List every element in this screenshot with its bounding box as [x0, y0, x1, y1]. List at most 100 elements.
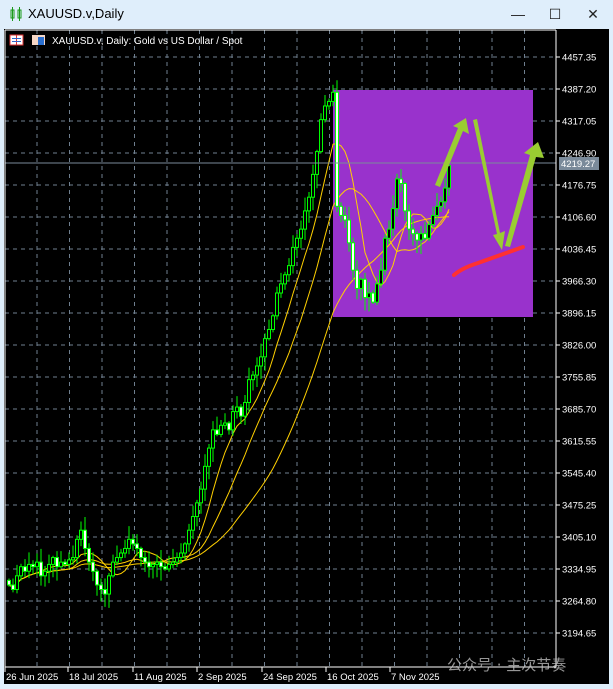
candle-body: [287, 265, 291, 276]
candle: [291, 235, 295, 274]
candle: [387, 220, 391, 245]
candle-body: [115, 557, 119, 563]
candle-body: [91, 561, 95, 572]
candle: [347, 206, 351, 252]
candle: [63, 559, 67, 568]
arrow-up-icon: [505, 142, 544, 247]
candle-body: [59, 561, 63, 568]
candle: [203, 454, 207, 502]
candle-body: [247, 379, 251, 403]
candle-body: [411, 228, 415, 235]
candle: [407, 204, 411, 240]
candle-body: [203, 465, 207, 490]
candle-body: [371, 292, 375, 303]
price-tick-label: 3826.00: [562, 341, 596, 352]
candle: [343, 206, 347, 228]
candle: [67, 552, 71, 569]
maximize-button[interactable]: ☐: [548, 6, 562, 22]
candle-body: [159, 561, 163, 568]
candle-body: [227, 422, 231, 431]
candle: [123, 539, 127, 558]
moving-average-line: [8, 216, 450, 588]
candle-body: [359, 278, 363, 289]
candle-body: [79, 529, 83, 540]
minimize-button[interactable]: —: [511, 6, 525, 22]
candle: [319, 113, 323, 154]
candle: [19, 563, 23, 581]
arrow-down-icon: [473, 119, 505, 250]
candle: [399, 169, 403, 193]
annotation-trend-line: [452, 245, 525, 277]
chart-header: XAUUSD.v, Daily: Gold vs US Dollar / Spo…: [9, 34, 243, 47]
price-tick-label: 3966.30: [562, 277, 596, 288]
candle: [147, 551, 151, 578]
candle: [119, 548, 123, 562]
candle-body: [19, 566, 23, 577]
price-tick-label: 3755.85: [562, 373, 596, 384]
candle: [427, 220, 431, 242]
candle: [431, 206, 435, 229]
candle: [419, 226, 423, 254]
candle: [107, 572, 111, 608]
candle: [339, 202, 343, 223]
candle: [231, 405, 235, 436]
candle-body: [7, 579, 11, 586]
candle-body: [67, 559, 71, 565]
candle: [211, 421, 215, 462]
candle-body: [423, 233, 427, 239]
candle: [43, 566, 47, 587]
price-tick-label: 4246.90: [562, 149, 596, 160]
candle: [87, 543, 91, 571]
candle: [91, 552, 95, 582]
candle-body: [179, 552, 183, 559]
candle: [115, 545, 119, 565]
candle-body: [123, 547, 127, 554]
candle-body: [279, 283, 283, 294]
candle: [359, 277, 363, 301]
price-tick-label: 4457.35: [562, 53, 596, 64]
candle: [295, 234, 299, 257]
candle: [31, 560, 35, 575]
close-button[interactable]: ✕: [587, 6, 599, 22]
candle: [423, 221, 427, 241]
candle-body: [219, 424, 223, 435]
candle-body: [207, 447, 211, 467]
candle-body: [155, 561, 159, 565]
candle-body: [199, 488, 203, 504]
candle-body: [87, 547, 91, 563]
candle: [251, 371, 255, 391]
candle: [207, 443, 211, 480]
candle: [71, 545, 75, 565]
candle-body: [135, 543, 139, 549]
candle: [99, 578, 103, 602]
candle-body: [131, 538, 135, 545]
current-price-label: 4219.27: [561, 159, 595, 170]
candle-body: [191, 516, 195, 531]
candle-body: [95, 570, 99, 586]
candle-body: [275, 292, 279, 317]
current-price-label-bg: [559, 157, 599, 170]
candle: [223, 413, 227, 430]
candle: [167, 555, 171, 572]
candle: [187, 523, 191, 552]
candle-body: [39, 561, 43, 577]
candle-body: [379, 269, 383, 285]
candle-body: [335, 91, 339, 207]
candle: [275, 286, 279, 320]
candle-body: [255, 365, 259, 376]
candle-body: [391, 208, 395, 230]
candlestick-app-icon: [10, 7, 22, 21]
candle-body: [311, 173, 315, 198]
candle-body: [51, 557, 55, 565]
candle-body: [343, 214, 347, 221]
candle: [227, 421, 231, 435]
candle: [379, 258, 383, 288]
candle: [199, 481, 203, 514]
candle-body: [15, 575, 19, 591]
candle-body: [47, 563, 51, 572]
candle-body: [323, 105, 327, 121]
price-tick-label: 4036.45: [562, 245, 596, 256]
candle-body: [395, 178, 399, 210]
time-tick-label: 24 Sep 2025: [263, 672, 317, 683]
